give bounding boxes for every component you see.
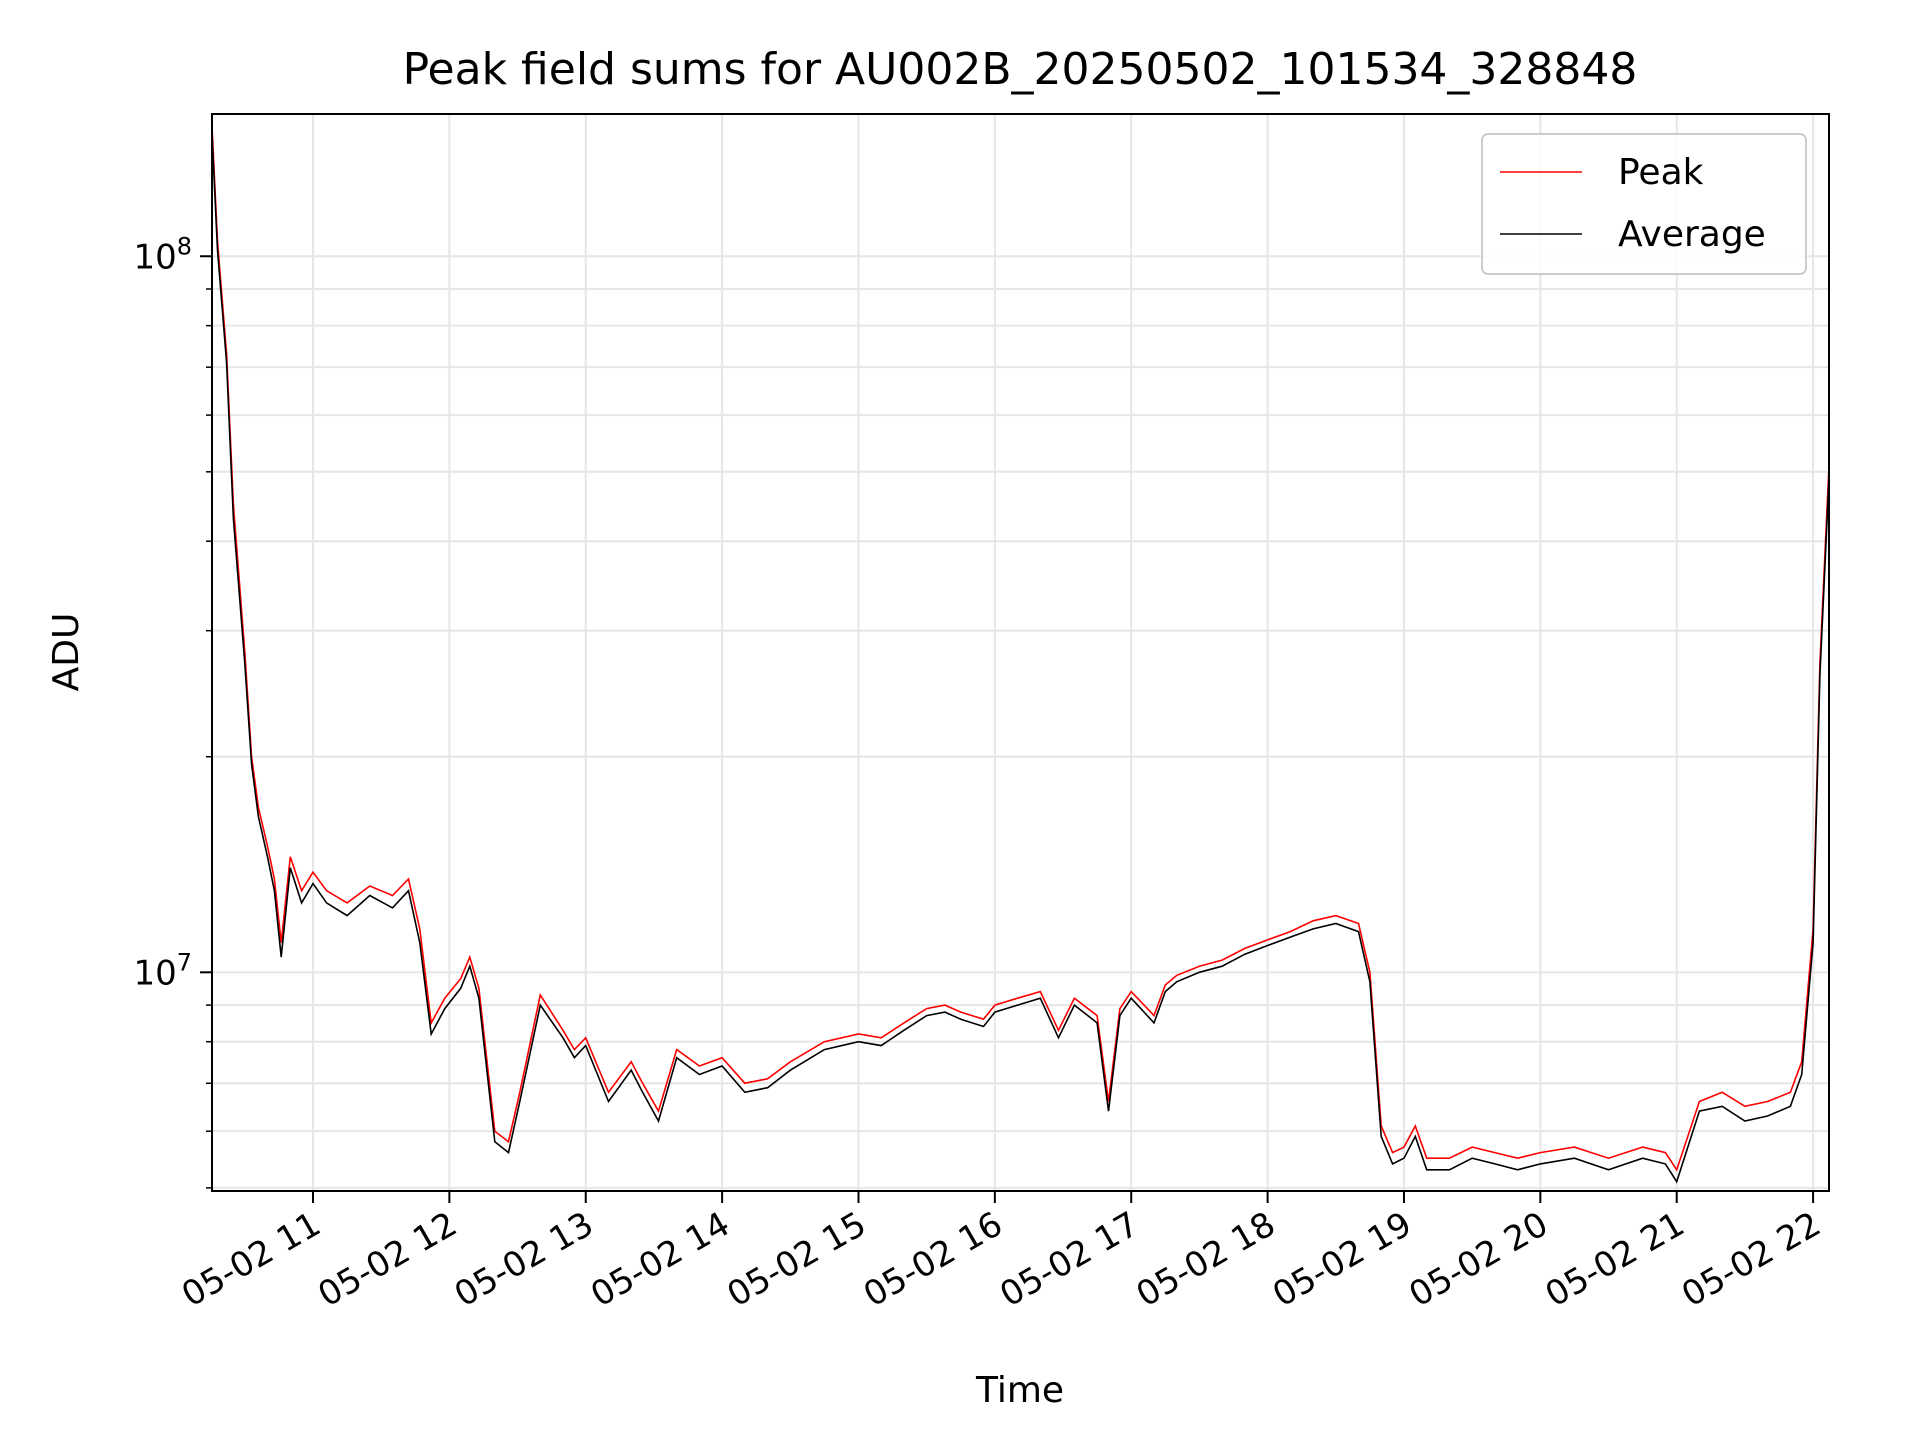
plot-frame bbox=[211, 113, 1830, 1192]
legend-box bbox=[1481, 133, 1807, 275]
legend-average-label: Average bbox=[1618, 214, 1766, 255]
peak-series-line bbox=[212, 125, 1829, 1172]
y-tick-label-base: 10 bbox=[133, 237, 176, 277]
y-tick-label-exponent: 8 bbox=[177, 232, 192, 260]
legend-peak-label: Peak bbox=[1618, 152, 1704, 193]
average-series-line bbox=[212, 134, 1829, 1184]
y-tick-label: 108 bbox=[133, 232, 192, 277]
plot-layer bbox=[212, 125, 1829, 1184]
y-tick-label-exponent: 7 bbox=[177, 948, 192, 976]
y-tick-label: 107 bbox=[133, 948, 192, 993]
legend: Peak Average bbox=[1481, 133, 1807, 275]
grid-layer bbox=[212, 114, 1829, 1191]
y-axis-title: ADU bbox=[46, 613, 87, 692]
chart-title: Peak field sums for AU002B_20250502_1015… bbox=[403, 44, 1638, 95]
x-axis-title: Time bbox=[975, 1370, 1064, 1411]
y-tick-label-base: 10 bbox=[133, 953, 176, 993]
